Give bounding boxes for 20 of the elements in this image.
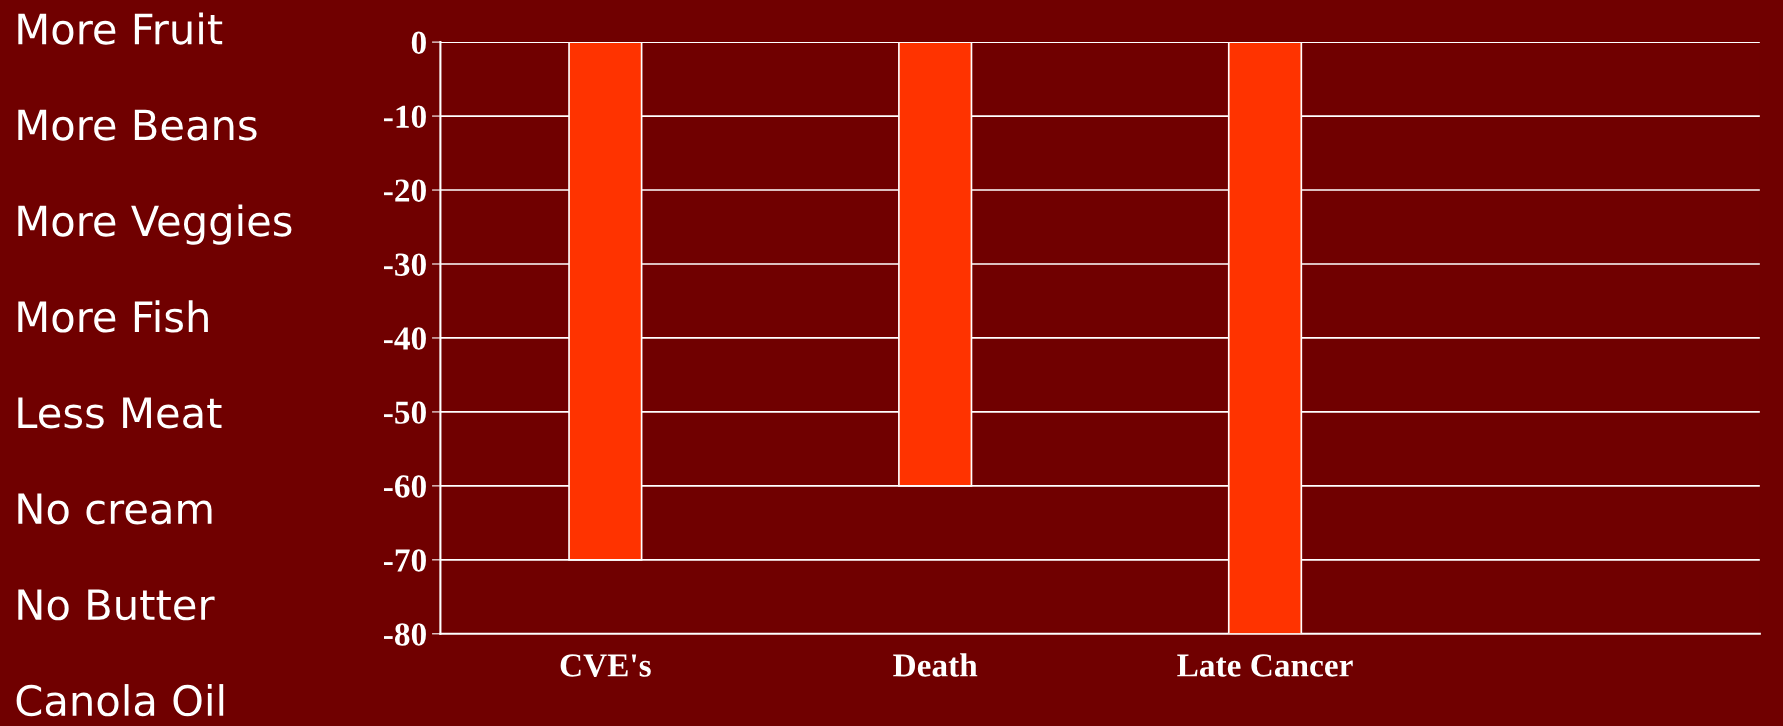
text: More Fruit	[18, 12, 223, 45]
y-tick-label: -80	[383, 623, 426, 646]
text: No cream	[18, 493, 212, 525]
y-tick-label: 0	[411, 31, 426, 54]
y-tick-label: -60	[383, 475, 426, 498]
y-tick-label: -20	[383, 179, 426, 202]
y-tick-label: -50	[383, 401, 426, 424]
text: Less Meat	[18, 397, 222, 429]
text: More Fish	[18, 300, 208, 333]
text: More Veggies	[18, 204, 292, 245]
text: No Butter	[18, 589, 215, 621]
text: Canola Oil	[16, 684, 224, 717]
y-tick-label: -70	[383, 549, 426, 572]
y-tick-label: -10	[383, 105, 426, 128]
x-tick-label: CVE's	[560, 654, 651, 677]
text: More Beans	[18, 109, 257, 141]
y-tick-label: -30	[383, 253, 426, 276]
x-tick-label: Late Cancer	[1177, 654, 1353, 677]
x-tick-label: Death	[893, 653, 978, 677]
y-tick-label: -40	[383, 327, 426, 350]
